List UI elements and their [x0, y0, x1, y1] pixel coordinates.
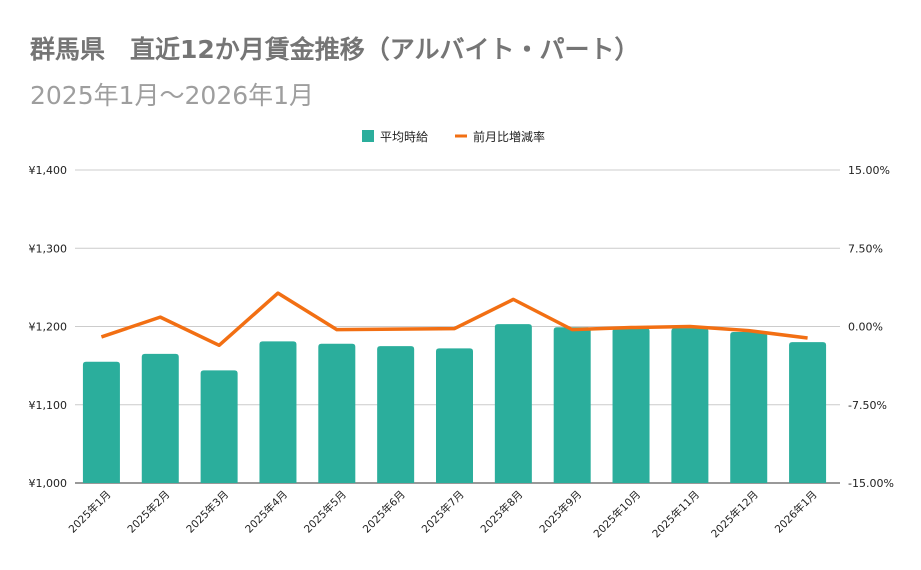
bar: [318, 343, 356, 483]
bar: [789, 342, 827, 483]
bar: [82, 361, 120, 483]
x-tick-label: 2025年5月: [301, 488, 349, 536]
y-right-tick-label: 15.00%: [848, 164, 890, 177]
bar: [553, 327, 591, 483]
bar: [259, 341, 297, 483]
legend-swatch-bar: [362, 130, 374, 142]
y-left-tick-label: ¥1,200: [29, 321, 68, 334]
bar: [612, 328, 650, 483]
x-tick-label: 2025年1月: [66, 488, 114, 536]
y-left-tick-label: ¥1,000: [29, 477, 68, 490]
bar: [730, 331, 768, 483]
y-left-tick-label: ¥1,400: [29, 164, 68, 177]
bar: [200, 370, 238, 483]
legend-label: 前月比増減率: [473, 129, 545, 144]
x-tick-label: 2025年9月: [537, 488, 585, 536]
bar: [671, 328, 709, 483]
y-left-tick-label: ¥1,100: [29, 399, 68, 412]
x-tick-label: 2025年2月: [125, 488, 173, 536]
x-tick-label: 2025年8月: [478, 488, 526, 536]
bar: [436, 348, 473, 483]
chart-title: 群馬県 直近12か月賃金推移（アルバイト・パート）: [30, 35, 640, 64]
x-tick-label: 2025年6月: [360, 488, 408, 536]
x-tick-label: 2025年3月: [184, 488, 232, 536]
x-tick-label: 2025年11月: [650, 488, 702, 540]
x-tick-label: 2025年12月: [708, 488, 760, 540]
legend-label: 平均時給: [380, 130, 428, 144]
x-tick-label: 2025年7月: [419, 488, 467, 536]
y-right-tick-label: 7.50%: [848, 242, 883, 255]
x-tick-label: 2026年1月: [772, 488, 820, 536]
chart-subtitle: 2025年1月～2026年1月: [30, 81, 315, 110]
y-right-tick-label: -7.50%: [848, 399, 887, 412]
x-tick-label: 2025年10月: [591, 488, 643, 540]
x-tick-label: 2025年4月: [242, 488, 290, 536]
y-left-tick-label: ¥1,300: [29, 242, 68, 255]
y-right-tick-label: 0.00%: [848, 321, 883, 334]
bar: [494, 324, 532, 483]
y-right-tick-label: -15.00%: [848, 477, 894, 490]
bar: [377, 346, 415, 483]
bar: [141, 353, 179, 483]
